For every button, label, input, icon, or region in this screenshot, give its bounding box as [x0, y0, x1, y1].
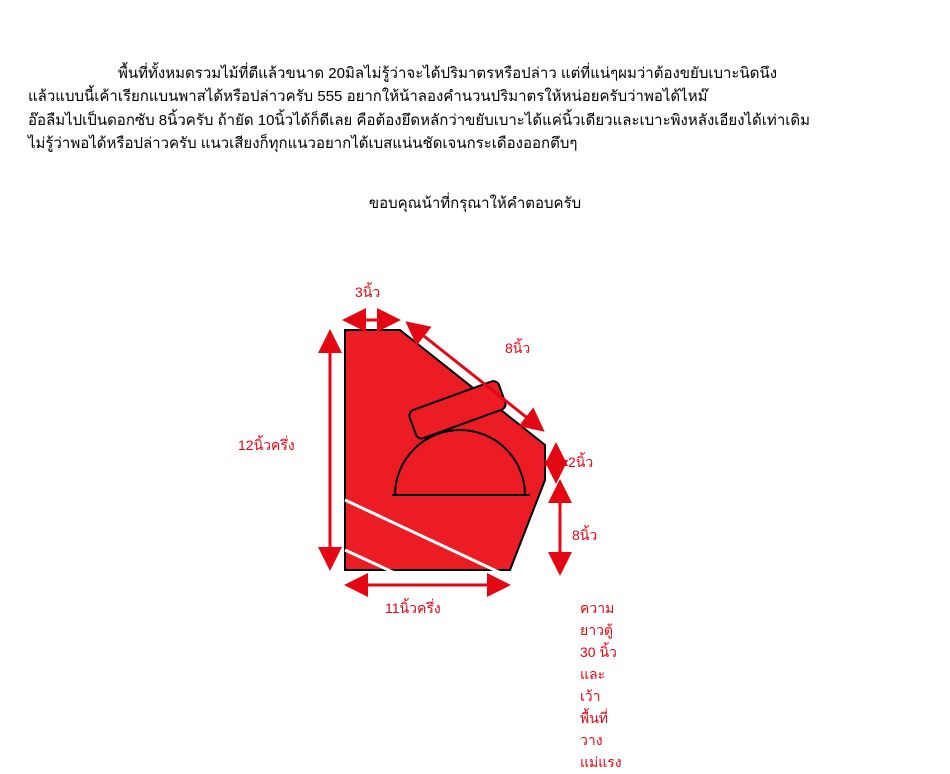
para-line-2: แล้วแบบนี้เค้าเรียกแบนพาสได้หรือปล่าวครั…	[28, 88, 707, 105]
dim-top-left: 3นิ้ว	[355, 282, 380, 304]
dim-right: 8นิ้ว	[572, 525, 597, 547]
description-paragraph: พื้นที่ทั้งหมดรวมไม้ที่ตีแล้วขนาด 20มิลไ…	[28, 62, 928, 155]
dim-right-diag: 2นิ้ว	[568, 452, 593, 474]
dim-bottom: 11นิ้วครึ่ง	[385, 598, 441, 620]
para-line-3: อ๊อลืมไปเป็นดอกซับ 8นิ้วครับ ถ้ายัด 10นิ…	[28, 112, 810, 129]
para-line-5: ขอบคุณน้าที่กรุณาให้คำตอบครับ	[369, 195, 581, 212]
enclosure-diagram: 3นิ้ว 8นิ้ว 12นิ้วครึ่ง 2นิ้ว 8นิ้ว 11นิ…	[300, 270, 600, 620]
enclosure-shape	[345, 330, 545, 570]
thanks-line: ขอบคุณน้าที่กรุณาให้คำตอบครับ	[0, 192, 950, 215]
length-note: ความยาวตู้ 30 นิ้วและเว้าพื้นที่วางแม่แร…	[580, 598, 622, 774]
para-line-1: พื้นที่ทั้งหมดรวมไม้ที่ตีแล้วขนาด 20มิลไ…	[118, 65, 777, 82]
dim-top-diag: 8นิ้ว	[505, 338, 530, 360]
para-line-4: ไม่รู้ว่าพอได้หรือปล่าวครับ แนวเสียงก็ทุ…	[28, 135, 577, 152]
diagram-svg	[300, 270, 600, 615]
dim-left: 12นิ้วครึ่ง	[238, 435, 295, 457]
